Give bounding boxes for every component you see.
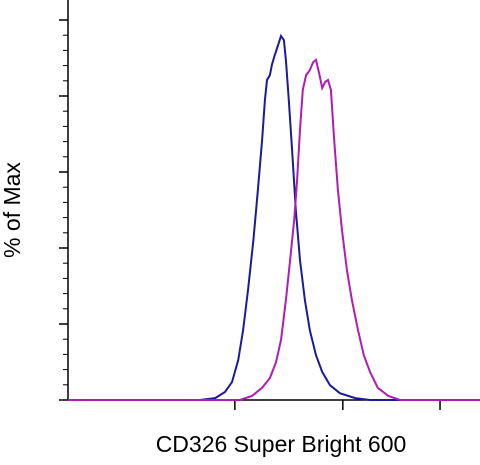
series-line [68,58,480,401]
series-line [68,33,480,401]
x-axis-label: CD326 Super Bright 600 [156,431,407,457]
y-axis-label: % of Max [0,162,25,258]
